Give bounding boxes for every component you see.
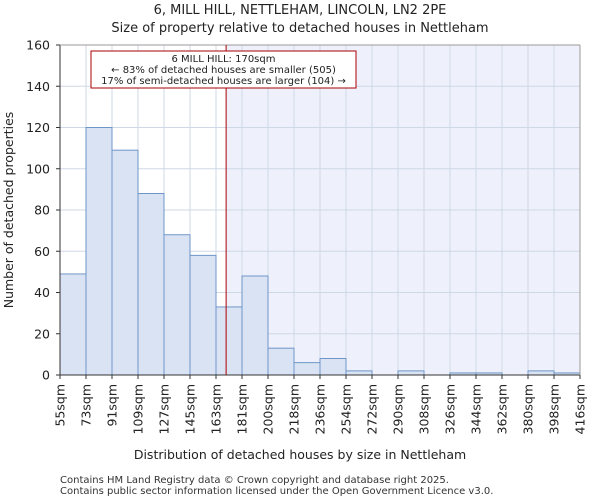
x-tick-label: 181sqm <box>235 384 250 434</box>
bar <box>319 358 347 376</box>
y-tick-label: 100 <box>26 161 50 176</box>
chart-title: 6, MILL HILL, NETTLEHAM, LINCOLN, LN2 2P… <box>154 3 447 18</box>
x-tick-label: 344sqm <box>469 384 484 434</box>
annotation-line: 17% of semi-detached houses are larger (… <box>101 76 346 87</box>
y-tick-label: 80 <box>34 203 50 218</box>
y-tick-label: 140 <box>26 79 50 94</box>
x-tick-label: 290sqm <box>391 384 406 434</box>
bar <box>397 370 425 376</box>
bar <box>59 273 87 376</box>
chart-subtitle: Size of property relative to detached ho… <box>111 21 488 36</box>
annotation-line: ← 83% of detached houses are smaller (50… <box>111 65 336 76</box>
x-tick-label: 127sqm <box>157 384 172 434</box>
plot-area: 0 20 40 60 80 100 120 140 160 55sqm 73sqm 91sqm 109s… <box>26 38 587 435</box>
bar <box>215 306 243 376</box>
x-tick-label: 236sqm <box>313 384 328 434</box>
x-tick-label: 91sqm <box>105 384 120 427</box>
bar <box>267 347 295 376</box>
bar <box>137 193 165 376</box>
bar <box>241 275 269 376</box>
x-tick-label: 218sqm <box>287 384 302 434</box>
x-tick-label: 163sqm <box>209 384 224 434</box>
y-tick-label: 120 <box>26 120 50 135</box>
x-tick-label: 398sqm <box>547 384 562 434</box>
x-tick-label: 73sqm <box>79 384 94 427</box>
x-tick-label: 272sqm <box>365 384 380 434</box>
bar <box>293 362 321 376</box>
bar <box>345 370 373 376</box>
x-tick-label: 109sqm <box>131 384 146 434</box>
annotation-line: 6 MILL HILL: 170sqm <box>172 54 276 65</box>
x-tick-label: 55sqm <box>53 384 68 427</box>
y-tick-label: 160 <box>26 38 50 53</box>
annotation-box <box>90 50 357 89</box>
bar <box>527 370 555 376</box>
bar <box>189 254 217 376</box>
x-tick-label: 416sqm <box>573 384 588 434</box>
x-tick-label: 362sqm <box>495 384 510 434</box>
footer-line-1: Contains HM Land Registry data © Crown c… <box>60 475 449 486</box>
bar <box>111 149 139 376</box>
y-tick-label: 20 <box>34 326 50 341</box>
y-tick-label: 0 <box>42 368 50 383</box>
bar <box>163 234 191 376</box>
x-tick-label: 145sqm <box>183 384 198 434</box>
x-tick-label: 380sqm <box>521 384 536 434</box>
y-tick-label: 40 <box>34 285 50 300</box>
footer-line-2: Contains public sector information licen… <box>60 486 493 497</box>
y-axis-label: Number of detached properties <box>1 112 16 309</box>
x-tick-label: 326sqm <box>443 384 458 434</box>
x-axis-label: Distribution of detached houses by size … <box>134 447 466 462</box>
x-tick-label: 200sqm <box>261 384 276 434</box>
y-tick-label: 60 <box>34 244 50 259</box>
bar <box>85 127 113 376</box>
x-tick-label: 254sqm <box>339 384 354 434</box>
x-tick-label: 308sqm <box>417 384 432 434</box>
